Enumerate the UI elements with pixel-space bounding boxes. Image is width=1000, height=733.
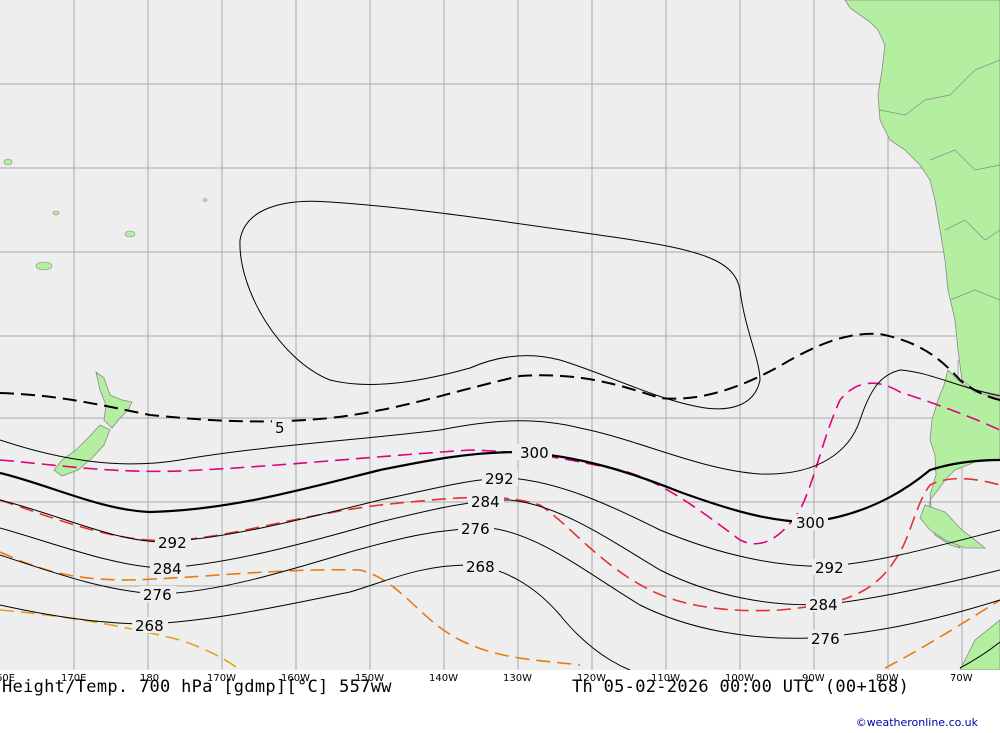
contour-label-268-west: 268	[135, 617, 164, 635]
ocean-background	[0, 0, 1000, 670]
contour-label-284-center: 284	[471, 493, 500, 511]
new-zealand-north-island	[95, 371, 133, 429]
lon-label-150w: 150W	[355, 673, 384, 684]
patagonia-land	[927, 369, 1000, 549]
isotherm-neg20c	[0, 609, 241, 671]
isotherm-0c	[0, 332, 1000, 423]
country-borders	[879, 59, 1000, 380]
lon-label-180: 180	[140, 673, 159, 684]
tierra-del-fuego-land	[919, 504, 987, 549]
south-america-land	[844, 0, 1000, 396]
contour-300	[0, 450, 1000, 524]
new-zealand-south-island	[53, 424, 111, 477]
lon-label-90w: 90W	[802, 673, 825, 684]
credit-link[interactable]: ©weatheronline.co.uk	[855, 716, 978, 729]
isotherm-neg5c	[0, 382, 1000, 545]
contour-label-276-east: 276	[811, 630, 840, 648]
lon-label-120w: 120W	[577, 673, 606, 684]
contour-label-292-west: 292	[158, 534, 187, 552]
lon-label-110w: 110W	[651, 673, 680, 684]
contour-268-east	[959, 641, 1000, 669]
lon-label-60e: 60E	[0, 673, 15, 684]
contour-label-276-west: 276	[143, 586, 172, 604]
contour-label-292-east: 292	[815, 559, 844, 577]
longitude-labels: 60E 170E 180 170W 160W 150W 140W 130W 12…	[0, 673, 973, 684]
isotherm-neg10c	[0, 477, 1000, 612]
contour-label-268-center: 268	[466, 558, 495, 576]
lat-lon-grid	[0, 0, 1000, 670]
contour-304	[0, 369, 1000, 475]
contour-loop	[239, 200, 761, 410]
contour-268	[0, 564, 631, 671]
map-title: Height/Temp. 700 hPa [gdmp][°C] 557ww	[2, 677, 392, 697]
isotherm-label-5: 5	[275, 419, 285, 437]
lon-label-70w: 70W	[950, 673, 973, 684]
lon-label-130w: 130W	[503, 673, 532, 684]
lon-label-170w: 170W	[207, 673, 236, 684]
contour-label-284-west: 284	[153, 560, 182, 578]
contour-label-292-center: 292	[485, 470, 514, 488]
isotherm-neg15c-east	[884, 599, 1000, 669]
valid-time: Th 05-02-2026 00:00 UTC (00+168)	[572, 677, 910, 697]
pacific-islands	[3, 158, 208, 271]
contour-labels: 300 300 292 292 292 284 284 284 276 276 …	[132, 419, 848, 648]
lon-label-140w: 140W	[429, 673, 458, 684]
lon-label-100w: 100W	[725, 673, 754, 684]
contour-label-284-east: 284	[809, 596, 838, 614]
lon-label-80w: 80W	[876, 673, 899, 684]
contour-label-300-east: 300	[796, 514, 825, 532]
lon-label-170e: 170E	[61, 673, 86, 684]
isotherm-neg15c	[0, 551, 581, 666]
contour-label-300-center: 300	[520, 444, 549, 462]
lon-label-160w: 160W	[281, 673, 310, 684]
contour-label-276-center: 276	[461, 520, 490, 538]
footer-background	[0, 670, 1000, 733]
